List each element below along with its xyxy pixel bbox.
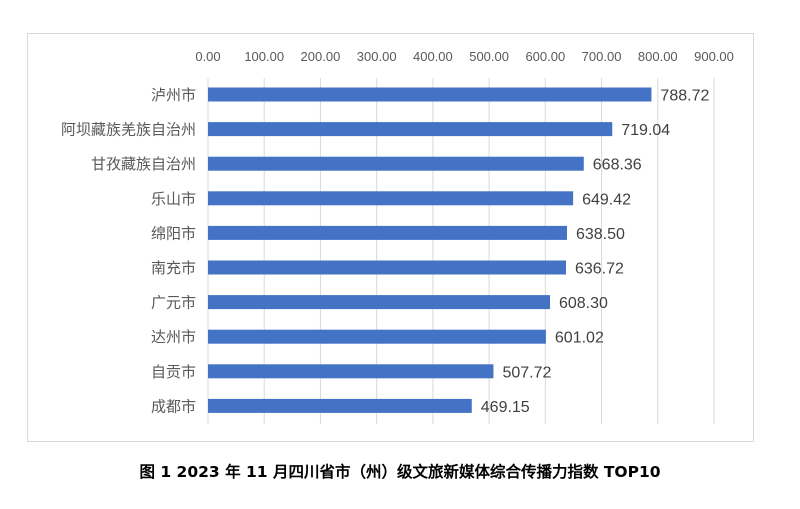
bar — [208, 295, 550, 310]
category-label: 自贡市 — [151, 363, 196, 381]
category-label: 达州市 — [151, 328, 196, 346]
value-label: 601.02 — [555, 330, 604, 347]
x-tick-label: 900.00 — [694, 49, 734, 64]
x-tick-label: 100.00 — [244, 49, 284, 64]
figure-caption: 图 1 2023 年 11 月四川省市（州）级文旅新媒体综合传播力指数 TOP1… — [139, 463, 661, 481]
value-label: 608.30 — [559, 295, 608, 312]
category-label: 成都市 — [151, 397, 196, 415]
category-label: 泸州市 — [151, 86, 196, 104]
category-label: 绵阳市 — [151, 224, 196, 242]
x-tick-label: 400.00 — [413, 49, 453, 64]
bar — [208, 191, 574, 206]
bar — [208, 225, 567, 240]
value-label: 788.72 — [660, 88, 709, 105]
category-label: 甘孜藏族自治州 — [91, 155, 196, 173]
value-label: 507.72 — [502, 364, 551, 381]
value-label: 636.72 — [575, 261, 624, 278]
category-label: 阿坝藏族羌族自治州 — [61, 121, 196, 139]
x-tick-label: 200.00 — [301, 49, 341, 64]
bar — [208, 122, 613, 137]
value-label: 638.50 — [576, 226, 625, 243]
category-label: 广元市 — [151, 294, 196, 312]
value-label: 469.15 — [481, 399, 530, 416]
x-tick-label: 600.00 — [525, 49, 565, 64]
x-tick-labels: 0.00 100.00 200.00 300.00 400.00 500.00 600.00… — [195, 49, 734, 64]
bars — [208, 87, 652, 413]
bar — [208, 398, 472, 413]
value-label: 668.36 — [593, 157, 642, 174]
bar — [208, 87, 652, 102]
bar — [208, 364, 494, 379]
bar — [208, 329, 546, 344]
bar — [208, 156, 584, 171]
x-tick-label: 500.00 — [469, 49, 509, 64]
value-label: 649.42 — [582, 191, 631, 208]
x-tick-label: 800.00 — [638, 49, 678, 64]
x-tick-label: 700.00 — [582, 49, 622, 64]
category-label: 南充市 — [151, 259, 196, 277]
category-label: 乐山市 — [151, 190, 196, 208]
value-label: 719.04 — [621, 122, 670, 139]
x-tick-label: 0.00 — [195, 49, 220, 64]
bar — [208, 260, 566, 275]
value-labels: 788.72 719.04 668.36 649.42 638.50 636.72 608.… — [481, 88, 710, 416]
x-tick-label: 300.00 — [357, 49, 397, 64]
